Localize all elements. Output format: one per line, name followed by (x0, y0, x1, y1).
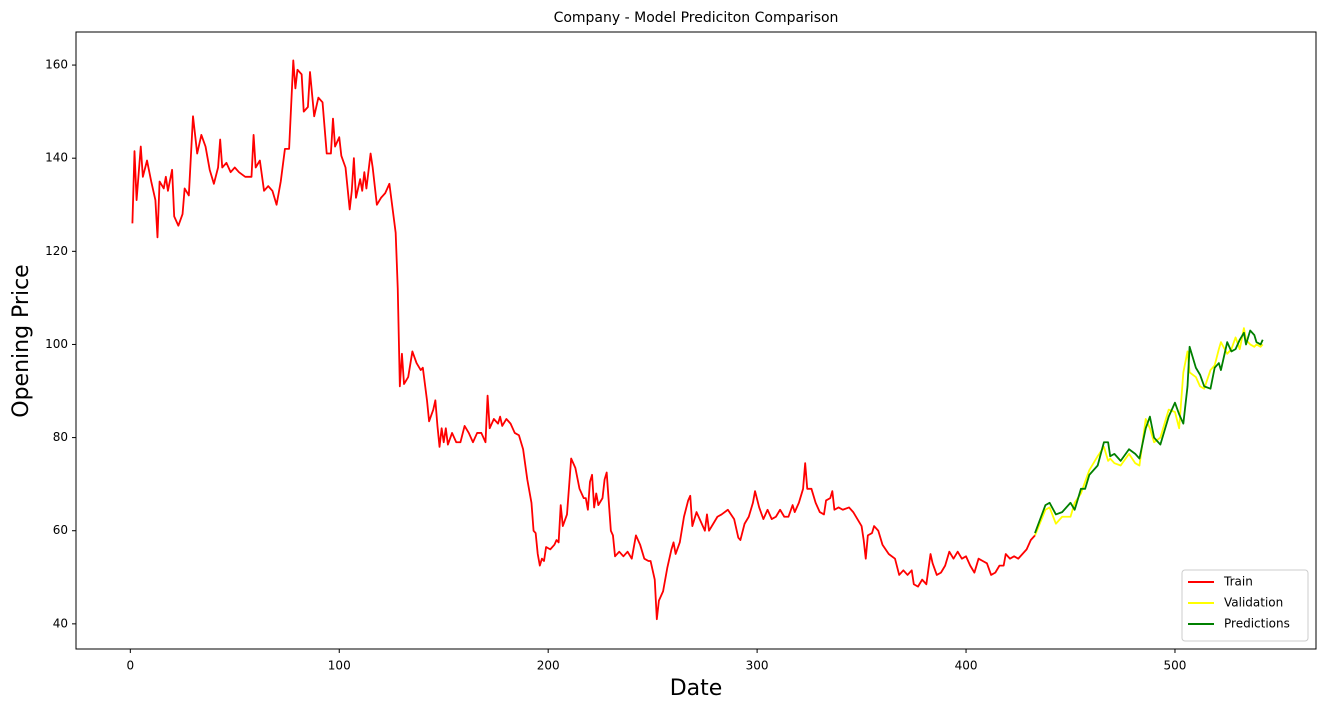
y-tick-label: 100 (45, 337, 68, 351)
series-line (1034, 329, 1264, 534)
x-axis-label: Date (670, 676, 723, 701)
x-tick-label: 100 (328, 659, 351, 673)
legend-label: Train (1223, 575, 1253, 589)
y-tick-label: 60 (53, 523, 68, 537)
series-line (1034, 327, 1264, 536)
x-tick-label: 500 (1164, 659, 1187, 673)
x-tick-label: 400 (955, 659, 978, 673)
y-axis-label: Opening Price (9, 264, 34, 417)
x-tick-label: 300 (746, 659, 769, 673)
y-tick-label: 80 (53, 430, 68, 444)
y-tick-label: 120 (45, 244, 68, 258)
legend-label: Predictions (1224, 617, 1290, 631)
plot-frame (75, 31, 1317, 650)
y-tick-label: 160 (45, 58, 68, 72)
x-tick-label: 0 (127, 659, 135, 673)
y-tick-label: 40 (53, 616, 68, 630)
x-tick-label: 200 (537, 659, 560, 673)
legend-label: Validation (1224, 596, 1283, 610)
chart-title: Company - Model Prediciton Comparison (554, 10, 839, 26)
series-line (131, 59, 1036, 621)
y-tick-label: 140 (45, 151, 68, 165)
legend: Train Validation Predictions (1181, 569, 1309, 642)
